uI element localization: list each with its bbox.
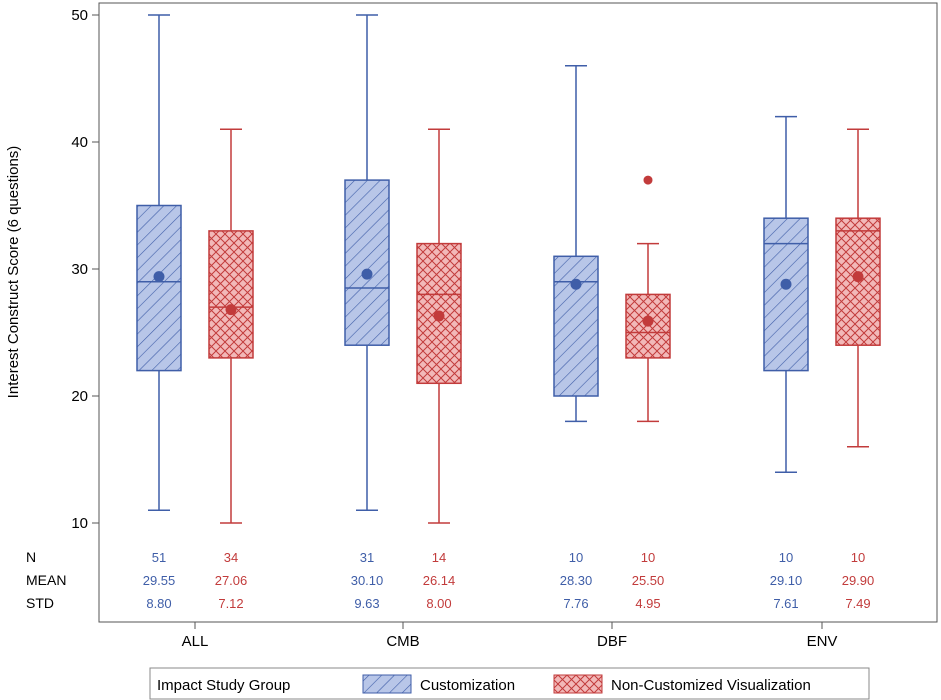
stat-value-mean: 29.10 xyxy=(770,573,803,588)
stat-row-label-std: STD xyxy=(26,595,54,611)
legend-frame xyxy=(149,667,870,700)
box-iqr xyxy=(136,204,182,372)
mean-marker xyxy=(852,271,864,283)
stat-value-std: 8.00 xyxy=(426,596,451,611)
legend-title: Impact Study Group xyxy=(157,677,290,694)
mean-marker xyxy=(361,268,373,280)
mean-marker xyxy=(780,278,792,290)
mean-marker xyxy=(642,315,654,327)
stat-value-std: 7.76 xyxy=(563,596,588,611)
y-axis: 10 20 30 40 50 xyxy=(71,7,99,532)
boxes-layer xyxy=(136,14,881,524)
stat-value-n: 51 xyxy=(152,550,166,565)
y-tick-label: 10 xyxy=(71,515,88,532)
x-tick-label: DBF xyxy=(597,633,627,650)
stat-value-n: 10 xyxy=(569,550,583,565)
box-group xyxy=(835,128,881,448)
box-iqr xyxy=(208,230,254,359)
stat-value-std: 8.80 xyxy=(146,596,171,611)
stat-value-std: 9.63 xyxy=(354,596,379,611)
y-tick-label: 30 xyxy=(71,261,88,278)
stat-value-n: 31 xyxy=(360,550,374,565)
mean-marker xyxy=(570,278,582,290)
box-group xyxy=(208,128,254,524)
box-group xyxy=(625,175,671,423)
plot-frame xyxy=(98,2,938,623)
x-tick-label: ALL xyxy=(182,633,209,650)
stat-value-std: 4.95 xyxy=(635,596,660,611)
mean-marker xyxy=(433,310,445,322)
stat-value-mean: 26.14 xyxy=(423,573,456,588)
box-iqr xyxy=(763,217,809,372)
box-group xyxy=(763,115,809,473)
box-iqr xyxy=(344,179,390,346)
x-tick-label: CMB xyxy=(386,633,419,650)
stat-value-mean: 28.30 xyxy=(560,573,593,588)
stat-value-n: 10 xyxy=(779,550,793,565)
stat-value-n: 14 xyxy=(432,550,446,565)
legend-label-non-customized: Non-Customized Visualization xyxy=(611,677,811,694)
box-group xyxy=(136,14,182,512)
stat-value-mean: 29.55 xyxy=(143,573,176,588)
stat-value-mean: 29.90 xyxy=(842,573,875,588)
stat-value-n: 34 xyxy=(224,550,238,565)
y-tick-label: 40 xyxy=(71,134,88,151)
stat-value-n: 10 xyxy=(641,550,655,565)
box-group xyxy=(344,14,390,512)
stat-value-mean: 25.50 xyxy=(632,573,665,588)
stat-value-std: 7.49 xyxy=(845,596,870,611)
outlier-marker xyxy=(643,175,653,185)
stat-value-mean: 27.06 xyxy=(215,573,248,588)
y-tick-label: 50 xyxy=(71,7,88,24)
legend-swatch-non-customized xyxy=(553,674,603,694)
stat-row-label-mean: MEAN xyxy=(26,572,66,588)
box-group xyxy=(553,65,599,423)
y-axis-title: Interest Construct Score (6 questions) xyxy=(5,146,22,399)
stat-value-std: 7.12 xyxy=(218,596,243,611)
stats-table: 51 29.55 8.80 31 30.10 9.63 10 28.30 7.76 10 29.10… xyxy=(143,550,875,611)
stat-value-n: 10 xyxy=(851,550,865,565)
legend: Impact Study Group Customization Non-Cus… xyxy=(149,667,870,700)
stat-value-mean: 30.10 xyxy=(351,573,384,588)
legend-label-customization: Customization xyxy=(420,677,515,694)
box-iqr xyxy=(553,255,599,397)
stat-value-std: 7.61 xyxy=(773,596,798,611)
x-tick-label: ENV xyxy=(807,633,838,650)
x-axis: ALL CMB DBF ENV xyxy=(182,622,838,650)
y-tick-label: 20 xyxy=(71,388,88,405)
box-group xyxy=(416,128,462,524)
legend-swatch-customization xyxy=(362,674,412,694)
mean-marker xyxy=(225,304,237,316)
mean-marker xyxy=(153,271,165,283)
stat-row-label-n: N xyxy=(26,549,36,565)
